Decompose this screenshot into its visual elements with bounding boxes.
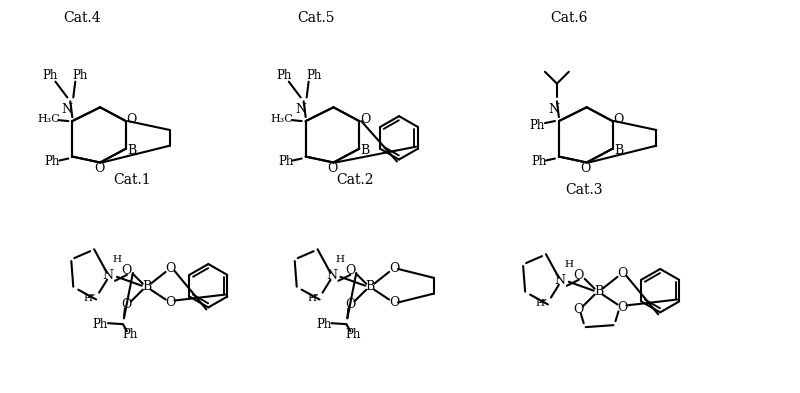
Text: B: B [366, 280, 375, 293]
Text: O: O [360, 113, 370, 126]
Text: Ph: Ph [276, 69, 291, 82]
Text: O: O [122, 264, 132, 277]
Text: O: O [574, 303, 584, 316]
Text: O: O [618, 267, 628, 280]
Text: O: O [581, 162, 591, 175]
Text: Cat.4: Cat.4 [63, 11, 101, 25]
Text: Cat.6: Cat.6 [550, 11, 587, 25]
Text: B: B [127, 144, 137, 157]
Text: O: O [574, 269, 584, 282]
Text: Ph: Ph [122, 327, 138, 340]
Text: Ph: Ph [306, 69, 322, 82]
Text: O: O [166, 263, 176, 275]
Text: B: B [361, 144, 370, 157]
Text: Ph: Ph [346, 327, 361, 340]
Text: Cat.3: Cat.3 [565, 183, 602, 197]
Text: N: N [102, 269, 114, 282]
Text: H: H [336, 255, 345, 264]
Text: Ph: Ph [45, 155, 60, 168]
Text: Ph: Ph [93, 318, 108, 331]
Text: Cat.5: Cat.5 [297, 11, 334, 25]
Text: H: H [564, 259, 574, 268]
Text: O: O [94, 162, 104, 175]
Text: N: N [62, 103, 73, 116]
Text: O: O [345, 264, 355, 277]
Text: B: B [614, 144, 623, 157]
Text: O: O [614, 113, 624, 126]
Text: H: H [535, 299, 545, 308]
Text: O: O [389, 296, 399, 309]
Text: Ph: Ph [73, 69, 88, 82]
Text: H: H [84, 294, 93, 303]
Text: Ph: Ph [316, 318, 331, 331]
Text: B: B [594, 285, 603, 298]
Text: Cat.2: Cat.2 [337, 173, 374, 187]
Text: Cat.1: Cat.1 [113, 173, 150, 187]
Text: H: H [307, 294, 316, 303]
Text: O: O [389, 263, 399, 275]
Text: Ph: Ph [531, 155, 546, 168]
Text: Ph: Ph [42, 69, 58, 82]
Text: O: O [618, 301, 628, 314]
Text: N: N [295, 103, 306, 116]
Text: Ph: Ph [530, 119, 545, 132]
Text: O: O [122, 298, 132, 311]
Text: H₃C: H₃C [37, 114, 60, 124]
Text: B: B [142, 280, 151, 293]
Text: O: O [327, 162, 338, 175]
Text: O: O [166, 296, 176, 309]
Text: H: H [113, 255, 122, 264]
Text: Ph: Ph [278, 155, 294, 168]
Text: N: N [549, 103, 559, 116]
Text: N: N [326, 269, 337, 282]
Text: H₃C: H₃C [270, 114, 294, 124]
Text: O: O [345, 298, 355, 311]
Text: N: N [554, 274, 566, 287]
Text: O: O [126, 113, 137, 126]
